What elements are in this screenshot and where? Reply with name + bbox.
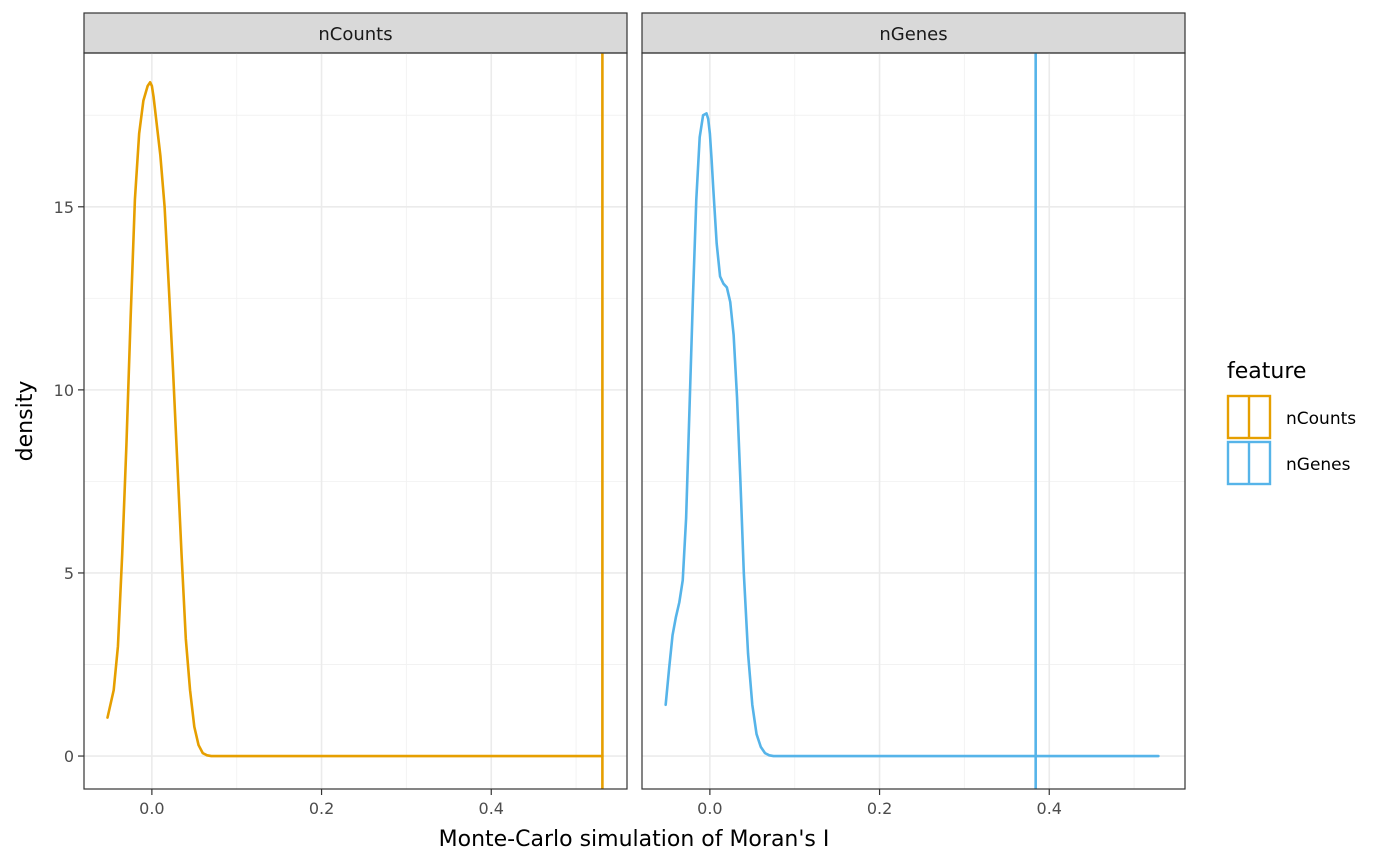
y-tick-label: 10 [54,381,74,400]
grid-ncounts [84,53,627,789]
x-tick-label: 0.2 [867,799,892,818]
legend-label-ngenes: nGenes [1286,455,1351,475]
x-axis-ngenes: 0.0 0.2 0.4 [697,789,1062,818]
x-tick-label: 0.0 [139,799,164,818]
density-line-ngenes [664,112,1160,758]
y-tick-label: 5 [64,564,74,583]
x-tick-label: 0.2 [309,799,334,818]
facet-ncounts: nCounts 0.0 0.2 0.4 [83,12,628,818]
y-tick-label: 15 [54,198,74,217]
strip-label-ncounts: nCounts [318,24,392,45]
panel-ncounts [83,52,628,790]
legend: feature nCounts nGenes [1226,359,1356,486]
strip-ngenes [641,12,1186,54]
y-tick-label: 0 [64,747,74,766]
x-tick-label: 0.4 [1037,799,1062,818]
legend-label-ncounts: nCounts [1286,409,1356,429]
legend-item-ncounts: nCounts [1226,394,1356,440]
facet-ngenes: nGenes 0.0 0.2 0.4 [641,12,1186,818]
x-axis-title: Monte-Carlo simulation of Moran's I [439,827,830,852]
grid-ngenes [642,53,1185,789]
x-tick-label: 0.4 [479,799,504,818]
strip-label-ngenes: nGenes [879,24,947,45]
x-tick-label: 0.0 [697,799,722,818]
strip-ncounts [83,12,628,54]
y-axis: 0 5 10 15 [54,198,84,766]
legend-item-ngenes: nGenes [1226,440,1351,486]
x-axis-ncounts: 0.0 0.2 0.4 [139,789,504,818]
y-axis-title: density [13,381,38,462]
legend-title: feature [1227,359,1306,384]
density-line-ncounts [106,80,604,758]
panel-ngenes [641,52,1186,790]
